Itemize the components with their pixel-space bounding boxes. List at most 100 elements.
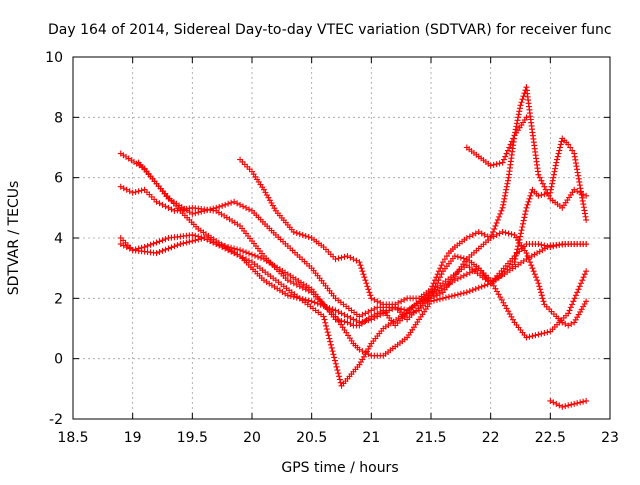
data-point bbox=[571, 150, 578, 157]
data-point bbox=[553, 400, 560, 407]
data-point bbox=[328, 344, 335, 351]
data-point bbox=[478, 230, 485, 237]
data-point bbox=[493, 161, 500, 168]
data-point bbox=[371, 311, 378, 318]
data-point bbox=[377, 308, 384, 315]
data-point bbox=[225, 200, 232, 207]
data-point bbox=[210, 205, 217, 212]
data-point bbox=[531, 251, 538, 258]
data-point bbox=[544, 329, 551, 336]
data-point bbox=[359, 268, 366, 275]
data-point bbox=[243, 249, 250, 256]
data-point bbox=[332, 360, 339, 367]
data-point bbox=[159, 201, 166, 208]
data-point bbox=[491, 225, 498, 232]
data-point bbox=[363, 280, 370, 287]
data-point bbox=[180, 240, 187, 247]
data-point bbox=[171, 243, 178, 250]
data-point bbox=[547, 189, 554, 196]
data-point bbox=[581, 271, 588, 278]
data-point bbox=[493, 219, 500, 226]
data-point bbox=[519, 223, 526, 230]
data-point bbox=[502, 153, 509, 160]
data-point bbox=[526, 333, 533, 340]
data-point bbox=[365, 308, 372, 315]
data-point bbox=[501, 192, 508, 199]
data-point bbox=[565, 310, 572, 317]
data-point bbox=[551, 168, 558, 175]
data-point bbox=[454, 253, 461, 260]
data-point bbox=[544, 190, 551, 197]
data-point bbox=[290, 228, 297, 235]
data-point bbox=[299, 231, 306, 238]
data-point bbox=[367, 292, 374, 299]
data-point bbox=[374, 298, 381, 305]
x-tick-label: 20.5 bbox=[296, 430, 327, 446]
data-point bbox=[569, 147, 576, 154]
data-point bbox=[138, 187, 145, 194]
data-point bbox=[439, 259, 446, 266]
x-axis-label: GPS time / hours bbox=[281, 460, 398, 476]
data-point bbox=[528, 262, 535, 269]
data-point bbox=[192, 210, 199, 217]
data-point bbox=[514, 117, 521, 124]
data-point bbox=[519, 96, 526, 103]
series-track-5 bbox=[117, 135, 590, 329]
data-point bbox=[330, 351, 337, 358]
data-point bbox=[438, 271, 445, 278]
data-point bbox=[457, 290, 464, 297]
y-axis-label: SDTVAR / TECUs bbox=[6, 181, 22, 296]
data-point bbox=[557, 141, 564, 148]
data-point bbox=[537, 286, 544, 293]
data-point bbox=[536, 174, 543, 181]
data-point bbox=[463, 271, 470, 278]
data-point bbox=[231, 198, 238, 205]
data-point bbox=[569, 301, 576, 308]
data-point bbox=[508, 138, 515, 145]
data-point bbox=[520, 217, 527, 224]
data-point bbox=[538, 177, 545, 184]
data-point bbox=[237, 201, 244, 208]
data-point bbox=[568, 320, 575, 327]
data-point bbox=[550, 243, 557, 250]
data-point bbox=[333, 363, 340, 370]
x-tick-label: 21.5 bbox=[415, 430, 446, 446]
data-point bbox=[538, 292, 545, 299]
data-point bbox=[311, 299, 318, 306]
data-point bbox=[552, 165, 559, 172]
data-point bbox=[368, 295, 375, 302]
data-point bbox=[443, 253, 450, 260]
data-point bbox=[207, 206, 214, 213]
data-point bbox=[463, 289, 470, 296]
data-point bbox=[524, 201, 531, 208]
data-point bbox=[153, 239, 160, 246]
y-tick-label: 0 bbox=[54, 352, 63, 368]
data-point bbox=[583, 298, 590, 305]
data-point bbox=[302, 232, 309, 239]
data-point bbox=[404, 310, 411, 317]
data-point bbox=[331, 354, 338, 361]
data-point bbox=[579, 277, 586, 284]
data-point bbox=[150, 240, 157, 247]
data-point bbox=[374, 310, 381, 317]
data-point bbox=[499, 204, 506, 211]
data-point bbox=[539, 295, 546, 302]
data-point bbox=[335, 255, 342, 262]
data-point bbox=[322, 319, 329, 326]
data-point bbox=[500, 156, 507, 163]
data-point bbox=[126, 188, 133, 195]
data-point bbox=[547, 397, 554, 404]
data-point bbox=[576, 182, 583, 189]
data-point bbox=[361, 274, 368, 281]
data-point bbox=[360, 271, 367, 278]
data-point bbox=[580, 274, 587, 281]
data-point bbox=[504, 180, 511, 187]
data-point bbox=[336, 373, 343, 380]
data-point bbox=[523, 334, 530, 341]
data-point bbox=[254, 253, 261, 260]
data-point bbox=[529, 333, 536, 340]
data-point bbox=[567, 304, 574, 311]
data-point bbox=[500, 201, 507, 208]
data-point bbox=[451, 253, 458, 260]
data-point bbox=[535, 241, 542, 248]
